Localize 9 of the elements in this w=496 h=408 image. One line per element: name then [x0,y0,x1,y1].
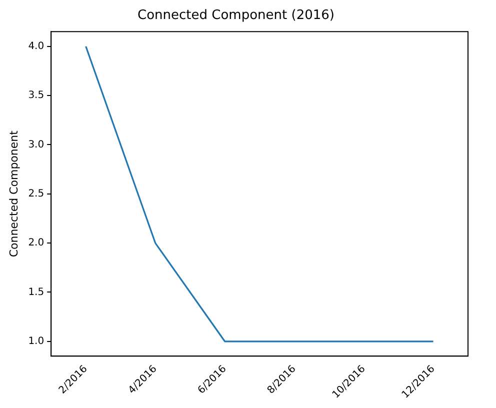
y-tick-label: 2.0 [28,238,44,249]
y-tick-label: 3.0 [28,139,44,150]
y-tick-label: 2.5 [28,188,44,200]
y-axis-title: Connected Component [7,130,20,258]
y-tick-label: 1.5 [28,286,44,298]
y-tick-label: 1.0 [28,336,44,347]
chart-title: Connected Component (2016) [138,8,334,24]
y-tick-label: 4.0 [28,40,44,52]
y-tick-label: 3.5 [28,90,44,102]
